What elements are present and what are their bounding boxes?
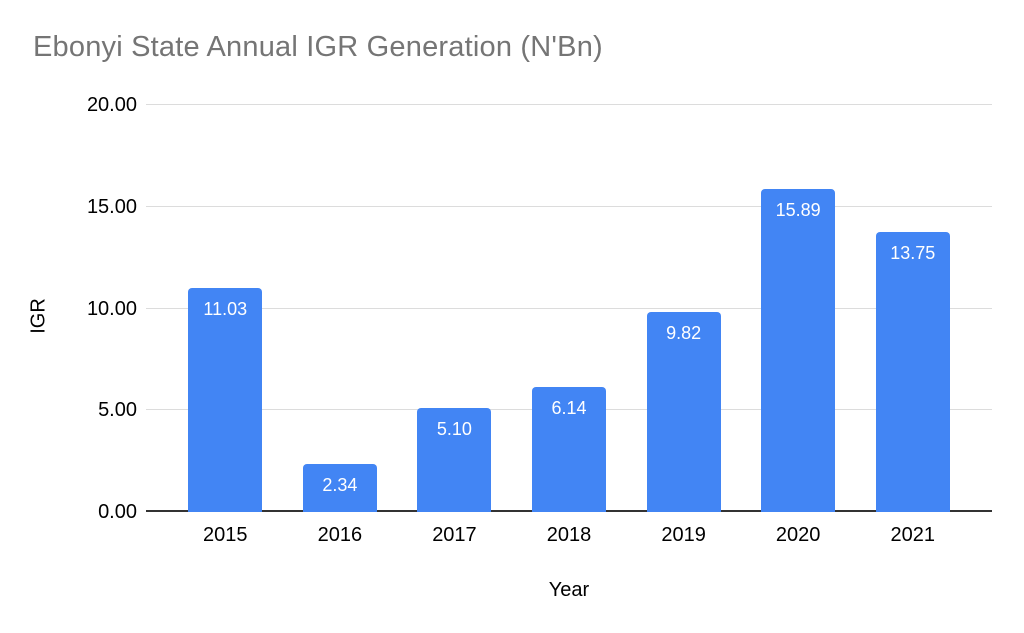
bar-2020: 15.89 [761,188,836,512]
bar-value-label: 15.89 [775,199,821,220]
gridline [146,205,992,207]
x-tick-label: 2020 [775,524,821,546]
bar-2019: 9.82 [646,312,721,512]
gridline [146,307,992,309]
bar-value-label: 2.34 [322,475,358,496]
bar-value-label: 9.82 [666,323,702,344]
bar-2017: 5.10 [417,408,492,512]
bar-2018: 6.14 [532,387,607,512]
y-tick-label: 0.00 [98,501,137,523]
y-tick-label: 20.00 [86,94,137,116]
bar-slot: 15.89 [741,105,856,512]
x-tick-label: 2021 [890,524,936,546]
x-tick-label: 2016 [317,524,363,546]
bar-slot: 2.34 [283,105,398,512]
x-tick-label: 2018 [546,524,592,546]
y-tick-label: 15.00 [86,195,137,218]
bar-slot: 6.14 [512,105,627,512]
x-tick-label: 2019 [661,524,706,546]
x-tick-label: 2017 [432,524,477,546]
gridline [146,104,992,105]
bar-slot: 9.82 [626,105,741,512]
x-axis-tick-labels: 2015 2016 2017 2018 2019 2020 2021 [146,512,992,547]
bar-value-label: 13.75 [890,243,936,264]
plot-area: 0.00 5.00 10.00 15.00 20.00 11.03 2.34 5.10 6.1… [87,95,992,601]
y-axis-title: IGR [27,298,50,334]
x-axis-title: Year [548,579,590,601]
bar-slot: 11.03 [168,105,283,512]
y-tick-label: 10.00 [86,297,137,320]
y-tick-label: 5.00 [98,399,137,422]
bar-slot: 13.75 [855,105,970,512]
x-tick-label: 2015 [203,524,248,546]
bar-slot: 5.10 [397,105,512,512]
bar-2021: 13.75 [875,232,950,512]
bars-layer: 11.03 2.34 5.10 6.14 9.82 15.89 13.75 [146,105,992,512]
bar-2016: 2.34 [302,464,377,512]
bar-value-label: 5.10 [436,419,472,440]
chart-title: Ebonyi State Annual IGR Generation (N'Bn… [33,31,603,63]
bar-2015: 11.03 [188,287,263,512]
bar-value-label: 11.03 [203,298,248,319]
bar-value-label: 6.14 [551,398,587,419]
